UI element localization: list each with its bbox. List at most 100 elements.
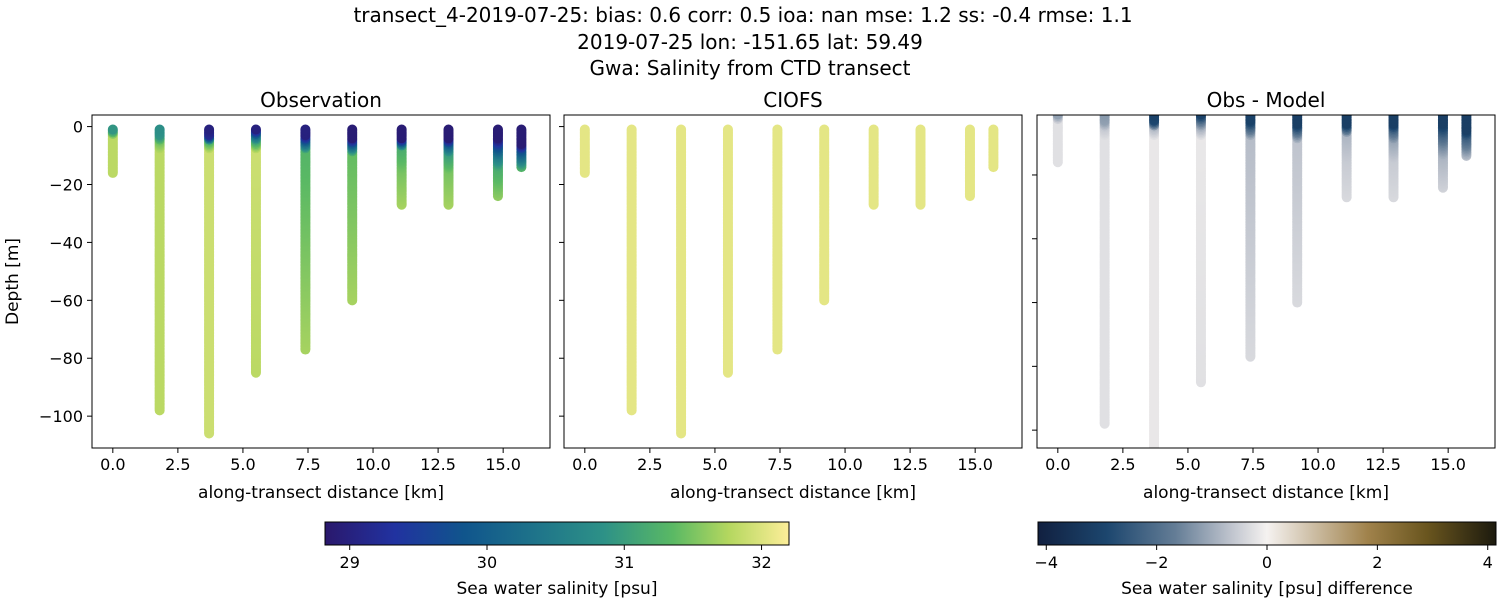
x-tick-label: 10.0 [827,455,863,474]
data-point [964,124,975,135]
x-tick-label: 7.5 [1240,455,1265,474]
y-tick-label: −20 [49,175,83,194]
colorbar-1: −4 −2 0 2 4 Sea water salinity [psu] differen… [1034,521,1497,599]
station-1 [626,124,637,416]
station-9 [988,124,999,173]
station-9 [516,124,527,173]
colorbar-0: 29 30 31 32 Sea water salinity [psu] [324,521,790,599]
station-8 [492,124,503,202]
data-point [868,124,879,135]
data-point [915,124,926,135]
data-point [1052,115,1063,120]
colorbar-tick-label: 30 [477,553,497,572]
station-2 [1149,115,1160,448]
colorbar-tick-label: −4 [1034,553,1058,572]
station-4 [772,124,783,355]
x-tick-label: 0.0 [572,455,597,474]
station-0 [579,124,590,178]
data-point [1195,115,1206,120]
x-tick-label: 5.0 [1175,455,1200,474]
data-point [492,124,503,135]
x-axis-label: along-transect distance [km] [198,483,444,503]
station-5 [1292,115,1303,308]
axes-frame [91,114,551,449]
station-9 [1461,115,1472,161]
title-line-2: 2019-07-25 lon: -151.65 lat: 59.49 [577,30,923,54]
data-point [676,124,687,135]
data-point [772,124,783,135]
x-tick-label: 10.0 [1300,455,1336,474]
axes-frame [563,114,1023,449]
data-point [1437,115,1448,120]
data-point [250,124,261,135]
station-7 [915,124,926,210]
x-tick-label: 7.5 [295,455,320,474]
y-tick-label: 0 [73,118,83,137]
panel-title: CIOFS [763,88,822,112]
data-point [1099,115,1110,120]
points [579,124,999,439]
station-7 [443,124,454,210]
station-0 [1052,115,1063,168]
data-point [1245,115,1256,120]
data-point [819,124,830,135]
y-axis-label: Depth [m] [3,238,23,325]
x-tick-label: 15.0 [485,455,521,474]
x-tick-label: 12.5 [420,455,456,474]
axes-frame [1036,114,1496,449]
station-8 [1437,115,1448,193]
x-tick-label: 0.0 [100,455,125,474]
colorbar-tick-label: 31 [614,553,634,572]
data-point [516,124,527,135]
station-3 [1195,115,1206,388]
x-tick-label: 15.0 [957,455,993,474]
x-tick-label: 10.0 [355,455,391,474]
points [1052,115,1472,448]
data-point [1388,115,1399,120]
data-point [1341,115,1352,120]
station-4 [300,124,311,355]
x-axis-label: along-transect distance [km] [1143,483,1389,503]
x-tick-label: 0.0 [1045,455,1070,474]
station-5 [819,124,830,306]
station-5 [347,124,358,306]
colorbar-tick-label: 4 [1483,553,1493,572]
points [107,124,527,439]
data-point [1461,115,1472,120]
station-6 [868,124,879,210]
colorbar-label: Sea water salinity [psu] [457,579,658,599]
panel-0: Observation 0.0 2.5 5.0 7.5 10.0 12.5 15.0 along… [3,88,551,503]
panel-1: CIOFS 0.0 2.5 5.0 7.5 10.0 12.5 15.0 along-trans… [559,88,1023,503]
colorbar-tick-label: 0 [1262,553,1272,572]
x-tick-label: 12.5 [892,455,928,474]
data-point [300,124,311,135]
colorbar-tick-label: 32 [751,553,771,572]
station-6 [1341,115,1352,203]
colorbar-tick-label: 29 [340,553,360,572]
data-point [988,124,999,135]
x-tick-label: 5.0 [702,455,727,474]
x-tick-label: 2.5 [637,455,662,474]
data-point [347,124,358,135]
x-tick-label: 12.5 [1365,455,1401,474]
data-point [443,124,454,135]
y-tick-label: −60 [49,291,83,310]
data-point [1292,115,1303,120]
x-axis-label: along-transect distance [km] [670,483,916,503]
panel-2: Obs - Model 0.0 2.5 5.0 7.5 10.0 12.5 15.0 along… [1032,88,1496,503]
station-2 [204,124,215,439]
station-4 [1245,115,1256,362]
station-2 [676,124,687,439]
x-tick-label: 2.5 [1110,455,1135,474]
data-point [154,124,165,135]
station-7 [1388,115,1399,203]
data-point [204,124,215,135]
data-point [107,124,118,135]
station-8 [964,124,975,202]
data-point [722,124,733,135]
y-tick-label: −40 [49,233,83,252]
data-point [579,124,590,135]
colorbar-tick-label: −2 [1145,553,1169,572]
